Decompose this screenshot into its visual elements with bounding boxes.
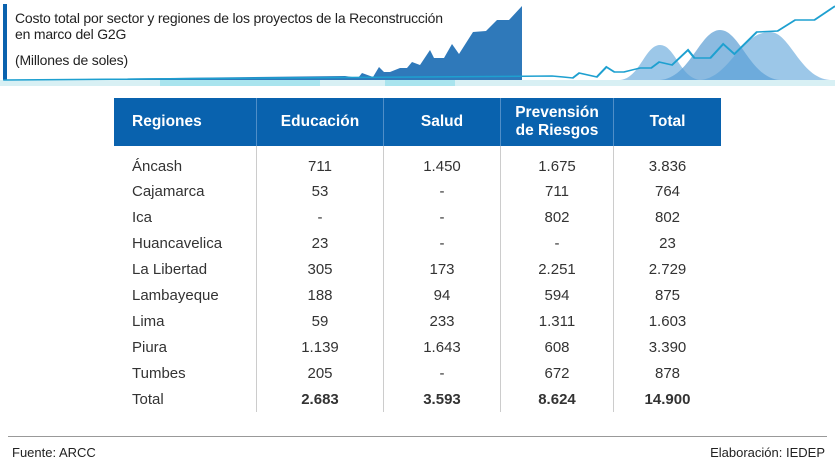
- cell-region: Huancavelica: [114, 230, 257, 256]
- cell-salud: 173: [383, 256, 501, 282]
- col-header-salud: Salud: [383, 98, 501, 146]
- table-row: Huancavelica 23- -23: [114, 230, 721, 256]
- cell-educacion: 2.683: [256, 386, 384, 412]
- cell-salud: 3.593: [383, 386, 501, 412]
- cell-region: Lambayeque: [114, 282, 257, 308]
- cell-educacion: 205: [256, 360, 384, 386]
- cell-prevension: 802: [500, 204, 614, 230]
- cell-salud: 233: [383, 308, 501, 334]
- cell-total: 3.390: [648, 338, 687, 356]
- table-row: Tumbes 205-672 878: [114, 360, 721, 386]
- cell-total: 875: [654, 286, 681, 304]
- cell-salud: -: [383, 178, 501, 204]
- cell-total: 1.603: [648, 312, 687, 330]
- source-text: Fuente: ARCC: [12, 445, 96, 460]
- cell-prevension: 1.675: [500, 146, 614, 178]
- cell-prevension: 594: [500, 282, 614, 308]
- table-header-row: Regiones Educación Salud Prevensión de R…: [114, 98, 721, 146]
- title-line-2: en marco del G2G: [15, 26, 127, 42]
- title-line-1: Costo total por sector y regiones de los…: [15, 10, 443, 26]
- cell-region: Total: [114, 386, 257, 412]
- cell-educacion: 188: [256, 282, 384, 308]
- cell-salud: -: [383, 360, 501, 386]
- cell-total: 764: [654, 182, 681, 200]
- cell-prevension: 8.624: [500, 386, 614, 412]
- table-row: Lima 59 233 1.311 1.603: [114, 308, 721, 334]
- cell-total: 3.836: [648, 157, 687, 175]
- cell-salud: -: [383, 204, 501, 230]
- cell-educacion: 59: [256, 308, 384, 334]
- cell-educacion: 711: [256, 146, 384, 178]
- cell-educacion: 23: [256, 230, 384, 256]
- col-header-total: Total: [613, 98, 721, 146]
- decorative-line-chart-icon: [0, 5, 835, 86]
- cell-prevension: 2.251: [500, 256, 614, 282]
- cell-prevension: 711: [500, 178, 614, 204]
- cell-educacion: 53: [256, 178, 384, 204]
- cell-total: 14.900: [644, 390, 691, 408]
- col-header-prevension: Prevensión de Riesgos: [500, 98, 614, 146]
- footer-divider: [8, 436, 827, 437]
- cell-prevension: 1.311: [500, 308, 614, 334]
- cell-salud: 1.450: [383, 146, 501, 178]
- cell-prevension: 608: [500, 334, 614, 360]
- cell-region: Cajamarca: [114, 178, 257, 204]
- cell-salud: 94: [383, 282, 501, 308]
- page-subtitle: (Millones de soles): [15, 52, 128, 68]
- cost-table: Regiones Educación Salud Prevensión de R…: [114, 98, 721, 412]
- cell-prevension: -: [500, 230, 614, 256]
- cell-educacion: 305: [256, 256, 384, 282]
- cell-total: 878: [654, 364, 681, 382]
- cell-region: Lima: [114, 308, 257, 334]
- table-total-row: Total 2.683 3.593 8.624 14.900: [114, 386, 721, 412]
- page-title: Costo total por sector y regiones de los…: [15, 10, 443, 42]
- cell-salud: 1.643: [383, 334, 501, 360]
- cell-total: 802: [654, 208, 681, 226]
- cell-prevension: 672: [500, 360, 614, 386]
- cell-total: 2.729: [648, 260, 687, 278]
- cell-educacion: -: [256, 204, 384, 230]
- table-row: La Libertad 305 173 2.251 2.729: [114, 256, 721, 282]
- table-row: Ica - -802 802: [114, 204, 721, 230]
- cell-region: Ica: [114, 204, 257, 230]
- cell-region: Tumbes: [114, 360, 257, 386]
- table-row: Cajamarca 53-711 764: [114, 178, 721, 204]
- cell-total: 23: [659, 234, 676, 252]
- col-header-regiones: Regiones: [114, 98, 257, 146]
- table-row: Lambayeque 188 94 594 875: [114, 282, 721, 308]
- cell-educacion: 1.139: [256, 334, 384, 360]
- cell-region: Áncash: [114, 146, 257, 178]
- cell-salud: -: [383, 230, 501, 256]
- table-row: Áncash 711 1.450 1.675 3.836: [114, 146, 721, 178]
- cell-region: Piura: [114, 334, 257, 360]
- header-banner: Costo total por sector y regiones de los…: [0, 0, 835, 86]
- accent-bar: [3, 4, 7, 80]
- table-row: Piura 1.139 1.643 608 3.390: [114, 334, 721, 360]
- credit-text: Elaboración: IEDEP: [710, 445, 825, 460]
- cell-region: La Libertad: [114, 256, 257, 282]
- col-header-educacion: Educación: [256, 98, 384, 146]
